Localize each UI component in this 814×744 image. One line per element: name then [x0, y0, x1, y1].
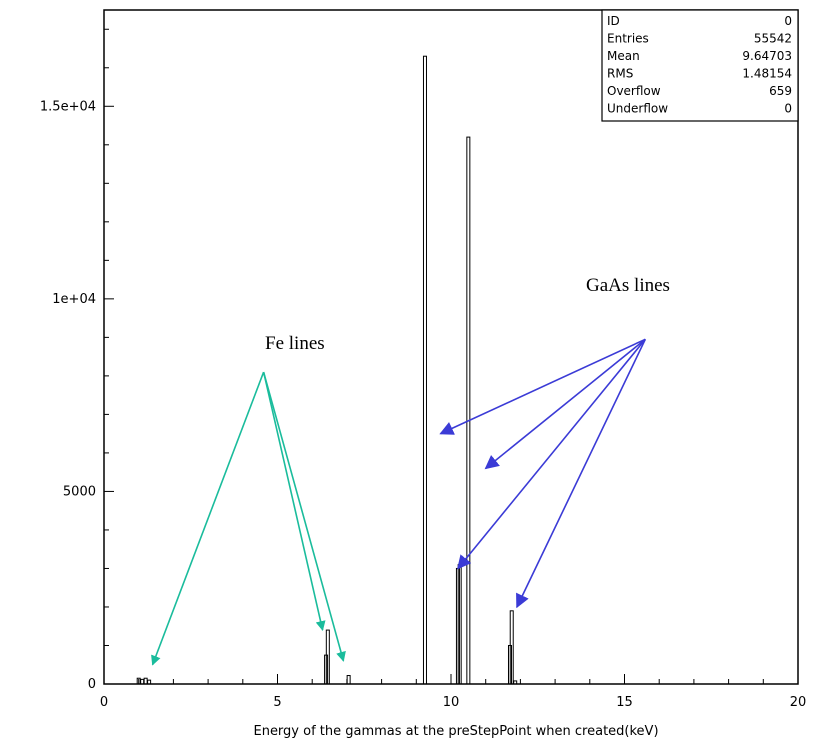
histogram-bar: [509, 610, 514, 685]
stats-label: Entries: [607, 32, 649, 46]
x-tick-label: 0: [100, 695, 108, 710]
y-tick-label: 1e+04: [52, 292, 96, 307]
annotation-arrow: [151, 371, 265, 666]
stats-value: 0: [784, 14, 792, 28]
x-tick-label: 10: [443, 695, 460, 710]
stats-value: 55542: [754, 32, 792, 46]
y-tick-label: 1.5e+04: [40, 99, 96, 114]
x-tick-label: 15: [616, 695, 633, 710]
annotation-arrow: [516, 338, 647, 609]
stats-value: 9.64703: [742, 49, 792, 63]
stats-box: ID 0 Entries 55542 Mean 9.64703 RMS 1.48154 Over…: [601, 9, 799, 122]
histogram-bar: [143, 677, 148, 685]
histogram-bar: [422, 55, 427, 685]
histogram-bins: [136, 55, 518, 685]
annotation-arrow: [439, 338, 646, 435]
y-tick-label: 5000: [63, 484, 96, 499]
annotation-arrow: [457, 338, 646, 570]
stats-label: Underflow: [607, 102, 668, 116]
stats-box-frame: [601, 9, 799, 122]
y-axis: 0 5000 1e+04 1.5e+04: [40, 28, 114, 692]
annotation-label: Fe lines: [265, 333, 325, 354]
histogram-bar: [466, 136, 471, 685]
stats-value: 659: [769, 84, 792, 98]
histogram-bar: [147, 679, 152, 685]
annotation-label: GaAs lines: [586, 275, 670, 296]
histogram-bar: [325, 629, 330, 685]
y-tick-label: 0: [88, 677, 96, 692]
annotations: Fe lines GaAs lines: [151, 275, 670, 666]
histogram-bar: [513, 680, 518, 685]
histogram-bar: [346, 675, 351, 685]
stats-label: RMS: [607, 67, 633, 81]
stats-label: ID: [607, 14, 620, 28]
stats-value: 0: [784, 102, 792, 116]
stats-label: Mean: [607, 49, 640, 63]
x-axis: 0 5 10 15 20: [100, 674, 806, 710]
stats-value: 1.48154: [742, 67, 792, 81]
annotation-arrow: [484, 338, 646, 470]
x-tick-label: 20: [790, 695, 807, 710]
x-axis-title: Energy of the gammas at the preStepPoint…: [253, 724, 658, 739]
x-tick-label: 5: [273, 695, 281, 710]
stats-label: Overflow: [607, 84, 661, 98]
annotation-arrow: [262, 371, 326, 632]
annotation-arrow: [262, 371, 346, 662]
